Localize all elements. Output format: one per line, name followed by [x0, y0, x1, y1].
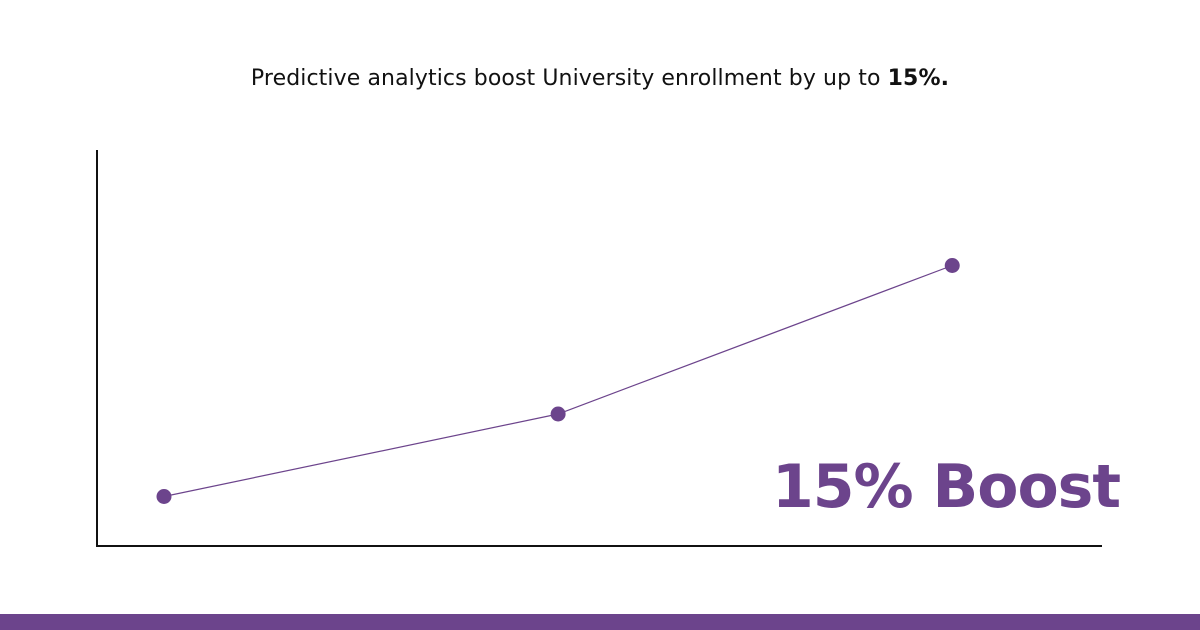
headline: Predictive analytics boost University en…: [0, 66, 1200, 91]
headline-emphasis: 15%.: [887, 66, 950, 91]
boost-callout: 15% Boost: [772, 452, 1121, 522]
data-point-3: [944, 258, 960, 273]
footer-bar: [0, 614, 1200, 630]
data-point-2: [550, 406, 566, 422]
data-point-1: [156, 489, 172, 504]
headline-text: Predictive analytics boost University en…: [250, 66, 888, 91]
